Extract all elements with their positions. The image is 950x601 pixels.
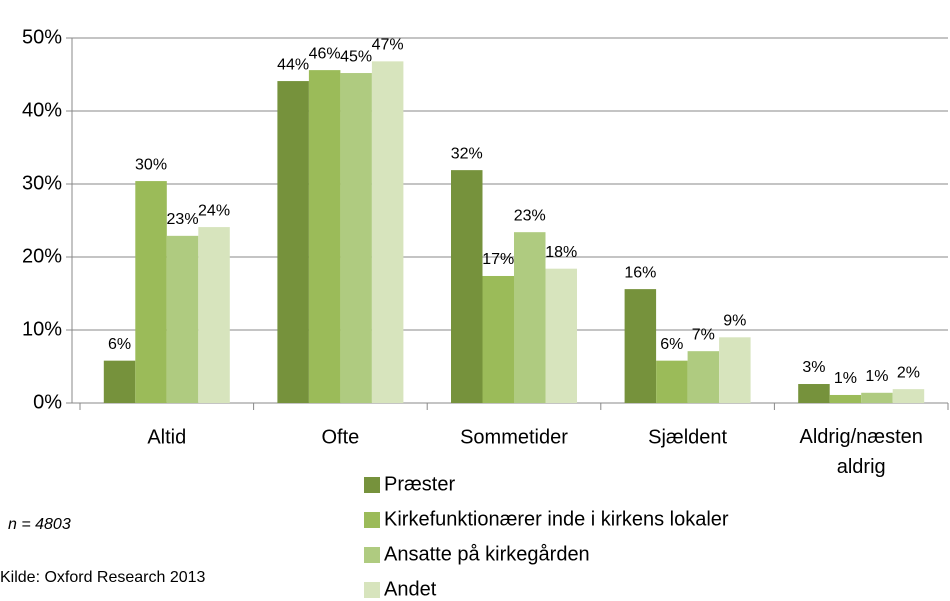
y-tick-label: 40%	[22, 99, 62, 121]
data-label: 44%	[277, 56, 309, 73]
bar	[198, 227, 230, 403]
data-label: 24%	[198, 202, 230, 219]
bar	[135, 181, 167, 403]
legend-swatch	[364, 547, 380, 563]
x-tick-label: Aldrig/næsten aldrig	[799, 426, 922, 478]
legend-label: Andet	[384, 578, 437, 600]
data-label: 1%	[865, 368, 888, 385]
x-tick-label: Altid	[147, 426, 186, 448]
y-tick-label: 50%	[22, 26, 62, 48]
x-tick-label: Sommetider	[460, 426, 568, 448]
data-label: 2%	[897, 364, 920, 381]
data-label: 1%	[834, 370, 857, 387]
bar	[798, 384, 830, 403]
data-label: 47%	[372, 37, 404, 54]
bar	[166, 235, 199, 403]
bar	[514, 232, 546, 403]
bar	[829, 394, 862, 403]
data-label: 3%	[802, 359, 825, 376]
bar	[103, 360, 136, 403]
data-label: 23%	[167, 211, 199, 228]
x-tick-label: Ofte	[322, 426, 360, 448]
bar	[371, 61, 404, 404]
legend-label: Kirkefunktionærer inde i kirkens lokaler	[384, 508, 729, 530]
legend-swatch	[364, 477, 380, 493]
bar	[308, 70, 341, 404]
data-label: 32%	[451, 145, 483, 162]
bar	[340, 73, 372, 403]
y-tick-label: 20%	[22, 245, 62, 267]
legend-swatch	[364, 512, 380, 528]
data-label: 30%	[135, 156, 167, 173]
data-label: 6%	[660, 336, 683, 353]
bar	[719, 337, 751, 403]
bar	[656, 360, 688, 403]
y-tick-label: 10%	[22, 318, 62, 340]
data-label: 23%	[514, 207, 546, 224]
data-label: 7%	[692, 326, 715, 343]
bar	[482, 275, 514, 403]
bar	[277, 81, 309, 403]
data-label: 9%	[723, 313, 746, 330]
y-tick-label: 0%	[33, 391, 62, 413]
bar	[687, 351, 720, 403]
bar	[892, 389, 925, 403]
sample-note: n = 4803	[8, 516, 71, 533]
data-label: 6%	[108, 336, 131, 353]
data-label: 17%	[482, 251, 514, 268]
bar	[624, 289, 657, 403]
bar	[545, 268, 577, 403]
legend-label: Præster	[384, 473, 455, 495]
data-label: 46%	[309, 45, 341, 62]
x-tick-label: Sjældent	[648, 426, 727, 448]
source-note: Kilde: Oxford Research 2013	[0, 569, 206, 586]
data-label: 16%	[624, 264, 656, 281]
y-tick-label: 30%	[22, 172, 62, 194]
data-label: 45%	[340, 48, 372, 65]
legend-swatch	[364, 582, 380, 598]
bar	[861, 392, 893, 403]
bar	[451, 170, 483, 403]
legend-label: Ansatte på kirkegården	[384, 543, 590, 565]
data-label: 18%	[545, 244, 577, 261]
